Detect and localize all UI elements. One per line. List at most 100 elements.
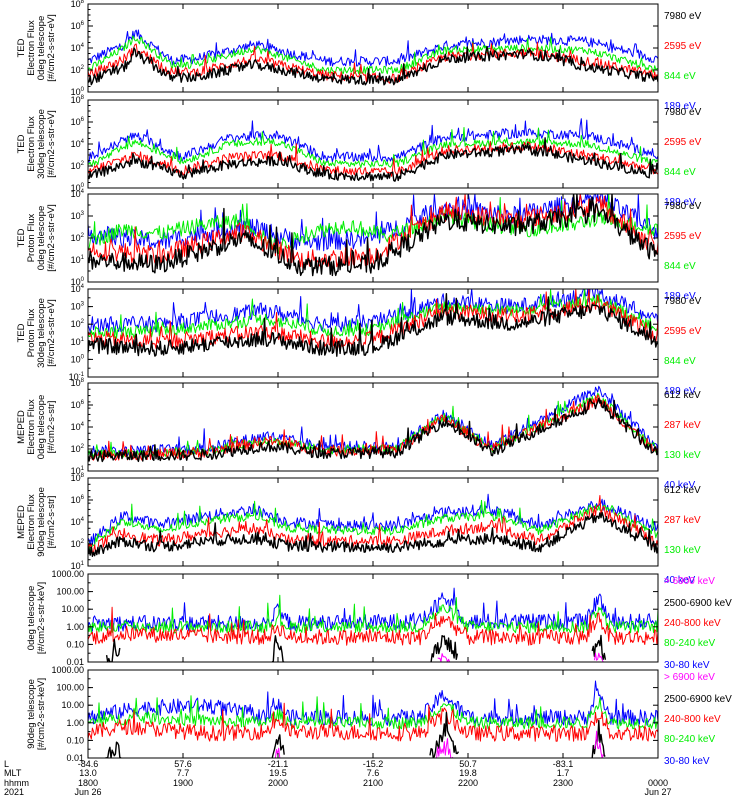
y-axis-label: 0deg telescope [#/cm2-s-str-keV] [26,582,47,654]
y-tick-label: 102 [71,161,85,171]
series-line-40-kev [88,385,658,457]
y-axis-label: TED Proton Flux 30deg telescope [#/cm2-s-st… [16,298,57,368]
panel-frame [87,99,659,189]
y-axis-label-line: Proton Flux [26,308,37,357]
legend-entry: 844 eV [664,261,696,272]
x-tick-label-L: -15.2 [363,759,384,769]
x-row-label: MLT [4,768,22,778]
legend-entry: 2500-6900 keV [664,694,732,705]
y-tick-label: 108 [71,0,85,9]
legend-entry: 189 eV [664,386,696,397]
panel-frame [87,573,659,663]
legend-entry: 287 keV [664,515,701,526]
legend-entry: 2500-6900 keV [664,598,732,609]
y-axis-label: MEPED Electron Flux 90deg telescope [#/cm2-… [16,487,57,557]
y-tick-label: 106 [71,21,85,31]
legend-entry: 844 eV [664,356,696,367]
legend-entry: 130 keV [664,545,701,556]
y-tick-label: 100.00 [56,587,84,597]
y-tick-exponent: 1 [81,561,85,567]
series-line--6900-kev [437,652,604,662]
y-tick-exponent: 1 [81,337,85,343]
y-tick-exponent: 6 [81,400,85,406]
y-tick-label: 101 [71,255,85,265]
panel-data [88,29,658,86]
y-tick-exponent: 6 [81,21,85,27]
y-axis-label-line: 0deg telescope [36,16,47,80]
y-axis-label-line: TED [16,134,27,153]
y-tick-exponent: 4 [81,189,85,195]
legend-entry: 80-240 keV [664,638,715,649]
y-tick-label: 108 [71,95,85,105]
y-tick-label: 102 [71,233,85,243]
y-tick-label: 104 [71,517,85,527]
legend-entry: 2595 eV [664,41,702,52]
y-axis-label-line: [#/cm2-s-str-eV] [46,14,57,82]
y-tick-exponent: 4 [81,43,85,49]
y-tick-label: 100 [71,354,85,364]
y-tick-exponent: 6 [81,495,85,501]
y-tick-label: 100 [71,87,85,97]
y-axis-label-line: Electron Flux [26,116,37,172]
y-tick-label: 103 [71,211,85,221]
series-line-612-kev [88,397,658,463]
legend-entry: 7980 eV [664,107,702,118]
legend-entry: 7980 eV [664,201,702,212]
legend-entry: 7980 eV [664,296,702,307]
panel-5: 101 102 104 106 108 MEPED Electron Flux 0deg te… [16,378,701,491]
series-line-189-ev [88,118,658,163]
y-tick-label: 0.10 [66,735,84,745]
y-axis-label-line: Proton Flux [26,213,37,262]
y-tick-label: 108 [71,378,85,388]
x-tick-label-date: Jun 26 [74,787,101,797]
legend-entry: 2595 eV [664,231,702,242]
y-tick-label: 102 [71,319,85,329]
panel-2: 100 102 104 106 108 TED Electron Flux 30deg tel… [16,95,702,208]
y-tick-exponent: 0 [81,277,85,283]
y-axis-label-line: 30deg telescope [36,298,47,368]
y-tick-label: 102 [71,539,85,549]
panel-1: 100 102 104 106 108 TED Electron Flux 0deg tele… [16,0,702,112]
y-tick-label: 106 [71,495,85,505]
y-axis-label-line: [#/cm2-s-str-eV] [46,299,57,367]
y-tick-label: 100.00 [56,683,84,693]
y-tick-label: 102 [71,444,85,454]
legend-entry: 30-80 keV [664,660,710,671]
x-tick-label-hhmm: 2100 [363,778,383,788]
y-axis-label-line: 30deg telescope [36,109,47,179]
series-line-240-800-kev [88,702,658,742]
y-tick-exponent: 6 [81,117,85,123]
x-tick-label-L: 50.7 [459,759,477,769]
series-line-844-ev [88,35,658,75]
y-axis-label-line: 0deg telescope [36,206,47,270]
legend-entry: 30-80 keV [664,756,710,767]
x-tick-label-L: 57.6 [174,759,192,769]
legend-entry: 2595 eV [664,137,702,148]
y-axis-label-line: TED [16,323,27,342]
series-line-612-kev [88,511,658,557]
y-tick-exponent: 3 [81,302,85,308]
y-axis-label-line: Electron Flux [26,494,37,550]
y-tick-exponent: 3 [81,211,85,217]
y-tick-label: 0.01 [66,657,84,667]
y-tick-exponent: 0 [81,87,85,93]
x-tick-label-mlt: 19.5 [269,768,287,778]
y-tick-exponent: 2 [81,444,85,450]
series-line-189-ev [88,29,658,67]
y-tick-label: 104 [71,189,85,199]
y-axis-label-line: [#/cm2-s-str-keV] [36,678,47,750]
y-tick-label: 101 [71,337,85,347]
y-axis-label-line: [#/cm2-s-str-eV] [46,204,57,272]
series-line-844-ev [88,127,658,168]
y-tick-label: 104 [71,422,85,432]
y-tick-label: 104 [71,139,85,149]
y-axis-label-line: TED [16,228,27,247]
y-tick-label: 101 [71,466,85,476]
series-line-844-ev [88,194,658,254]
legend-entry: 844 eV [664,167,696,178]
y-tick-label: 106 [71,400,85,410]
y-tick-exponent: 2 [81,539,85,545]
legend-entry: 189 eV [664,101,696,112]
x-tick-label-date: Jun 27 [644,787,671,797]
